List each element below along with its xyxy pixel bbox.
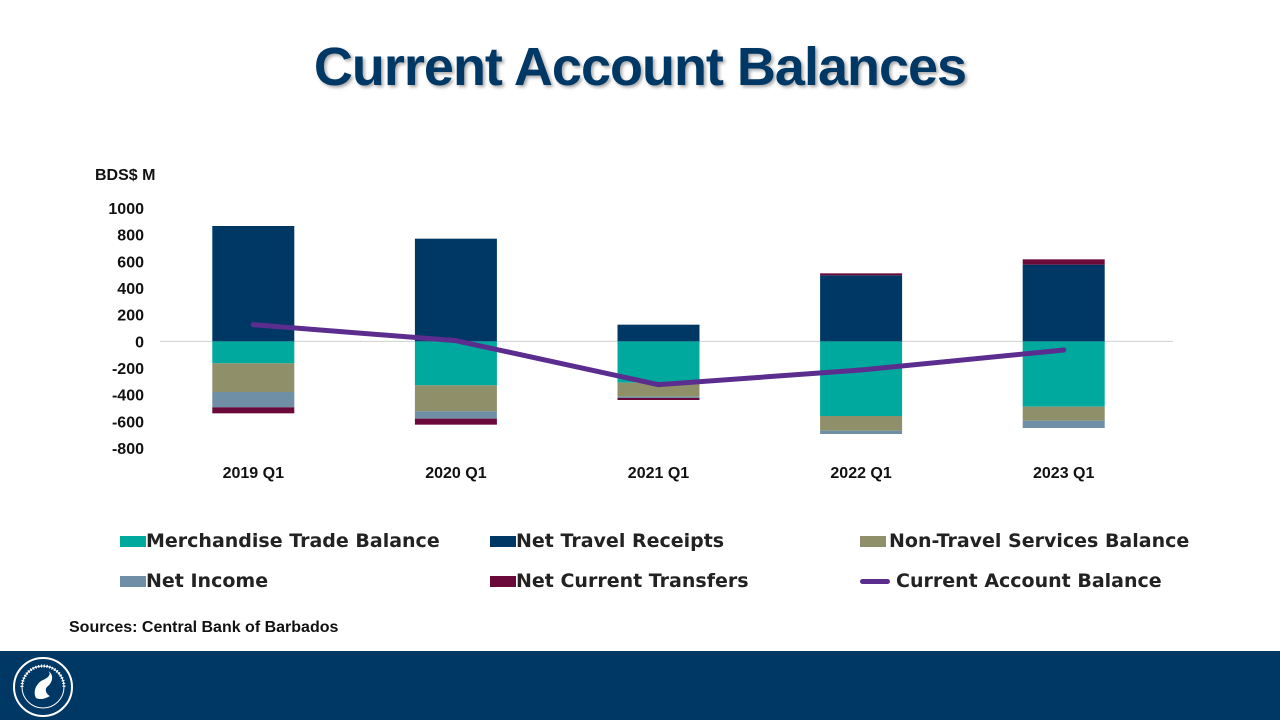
footer-band [0, 651, 1280, 720]
bar-segment-merchandise-trade-balance-2019-q1 [212, 341, 295, 364]
legend-swatch-net-transfers [490, 575, 516, 587]
sources-note: Sources: Central Bank of Barbados [69, 619, 339, 636]
x-tick-label: 2020 Q1 [425, 465, 486, 482]
bar-segment-net-current-transfers-2022-q1 [820, 273, 903, 276]
bar-segment-net-travel-receipts-2020-q1 [414, 238, 497, 342]
bar-segment-non-travel-services-balance-2020-q1 [414, 385, 497, 412]
line-point-current-account-balance [250, 322, 256, 328]
legend-swatch-non-travel [860, 535, 886, 547]
y-tick-label: 0 [135, 334, 144, 351]
y-tick-label: -200 [112, 361, 144, 378]
y-axis-label: BDS$ M [95, 167, 155, 184]
bar-segment-merchandise-trade-balance-2021-q1 [617, 341, 700, 383]
y-tick-label: 1000 [108, 201, 144, 218]
legend-item-net-transfers: Net Current Transfers [490, 570, 749, 592]
legend-label-current-account: Current Account Balance [896, 570, 1162, 592]
bar-segment-net-income-2023-q1 [1022, 420, 1105, 428]
line-point-current-account-balance [453, 338, 459, 344]
bar-segment-net-travel-receipts-2022-q1 [820, 275, 903, 342]
bar-segment-net-income-2019-q1 [212, 392, 295, 408]
bar-segment-net-travel-receipts-2019-q1 [212, 226, 295, 342]
line-point-current-account-balance [656, 382, 661, 388]
line-point-current-account-balance [858, 367, 864, 373]
bar-segment-non-travel-services-balance-2021-q1 [617, 382, 700, 397]
x-tick-label: 2021 Q1 [628, 465, 689, 482]
bar-segment-merchandise-trade-balance-2022-q1 [820, 341, 903, 416]
bar-segment-net-current-transfers-2020-q1 [414, 418, 497, 425]
bar-segment-net-travel-receipts-2023-q1 [1022, 264, 1105, 342]
bar-segment-net-current-transfers-2023-q1 [1022, 259, 1105, 265]
x-tick-label: 2023 Q1 [1033, 465, 1094, 482]
chart-legend: Merchandise Trade Balance Net Travel Rec… [0, 530, 1280, 610]
bar-segment-net-current-transfers-2019-q1 [212, 407, 295, 414]
bar-segment-net-income-2022-q1 [820, 430, 903, 434]
bar-segment-net-income-2020-q1 [414, 411, 497, 419]
legend-line-current-account [860, 578, 890, 584]
bar-segment-net-income-2021-q1 [617, 396, 700, 398]
y-tick-label: -800 [112, 441, 144, 458]
y-tick-label: -400 [112, 388, 144, 405]
x-tick-label: 2019 Q1 [223, 465, 284, 482]
legend-label-net-transfers: Net Current Transfers [516, 570, 749, 592]
y-tick-label: -600 [112, 414, 144, 431]
legend-item-merchandise: Merchandise Trade Balance [120, 530, 440, 552]
y-tick-label: 800 [117, 228, 144, 245]
legend-item-net-travel: Net Travel Receipts [490, 530, 724, 552]
x-tick-label: 2022 Q1 [830, 465, 891, 482]
legend-swatch-net-income [120, 575, 146, 587]
central-bank-seal-icon [13, 657, 73, 717]
bar-segment-non-travel-services-balance-2019-q1 [212, 363, 295, 392]
y-tick-label: 200 [117, 308, 144, 325]
legend-label-net-income: Net Income [146, 570, 269, 592]
legend-label-net-travel: Net Travel Receipts [516, 530, 725, 552]
bar-segment-net-current-transfers-2021-q1 [617, 398, 700, 400]
legend-item-non-travel: Non-Travel Services Balance [860, 530, 1189, 552]
legend-label-non-travel: Non-Travel Services Balance [889, 530, 1190, 552]
bar-segment-net-travel-receipts-2021-q1 [617, 324, 700, 342]
bar-segment-non-travel-services-balance-2022-q1 [820, 416, 903, 431]
legend-item-current-account: Current Account Balance [860, 570, 1162, 592]
legend-swatch-merchandise [120, 535, 146, 547]
legend-item-net-income: Net Income [120, 570, 268, 592]
legend-label-merchandise: Merchandise Trade Balance [146, 530, 440, 552]
line-point-current-account-balance [1061, 347, 1067, 353]
bar-segment-non-travel-services-balance-2023-q1 [1022, 406, 1105, 421]
legend-swatch-net-travel [490, 535, 516, 547]
stacked-bar-chart: BDS$ M 1000 800 600 400 200 0 -200 -400 -600 -800 2… [95, 167, 1173, 482]
y-tick-label: 600 [117, 254, 144, 271]
page-title: Current Account Balances [313, 37, 967, 97]
y-tick-label: 400 [117, 281, 144, 298]
